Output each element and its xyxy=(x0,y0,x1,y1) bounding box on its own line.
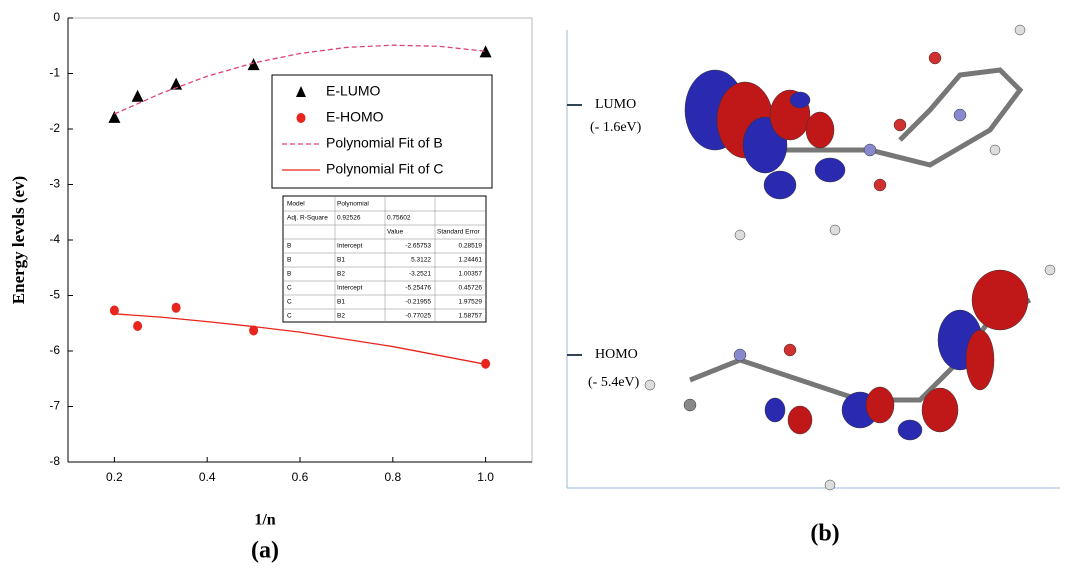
homo-orbital xyxy=(645,265,1055,490)
table-cell: 1.24461 xyxy=(459,257,483,264)
data-point xyxy=(132,90,144,102)
legend-label: Polynomial Fit of C xyxy=(326,161,443,177)
panel-label: (a) xyxy=(251,538,279,564)
legend-label: E-LUMO xyxy=(326,83,381,99)
y-tick-label: -5 xyxy=(49,288,60,302)
table-cell: C xyxy=(287,299,292,306)
legend-swatch xyxy=(297,113,306,123)
y-tick-label: -8 xyxy=(49,454,60,468)
table-cell: B xyxy=(287,257,291,264)
data-point xyxy=(133,321,142,331)
lumo-orbital xyxy=(685,25,1025,240)
y-tick-label: -2 xyxy=(49,121,60,135)
table-cell: 1.00357 xyxy=(459,271,483,278)
table-cell: B xyxy=(287,271,291,278)
lumo-energy: (- 1.6eV) xyxy=(590,120,642,135)
y-tick-label: 0 xyxy=(53,10,60,24)
y-tick-label: -1 xyxy=(49,66,60,80)
table-cell: B2 xyxy=(337,271,345,278)
table-cell: Intercept xyxy=(337,285,362,292)
x-tick-label: 1.0 xyxy=(477,470,494,484)
y-tick-label: -4 xyxy=(49,232,60,246)
table-cell: 0.45726 xyxy=(459,285,483,292)
y-tick-label: -6 xyxy=(49,343,60,357)
table-cell: -2.65753 xyxy=(405,243,431,250)
y-axis-label: Energy levels (ev) xyxy=(9,176,28,304)
x-tick-label: 0.2 xyxy=(106,470,123,484)
table-cell: B1 xyxy=(337,257,345,264)
legend-label: Polynomial Fit of B xyxy=(326,135,443,151)
x-axis-label: 1/n xyxy=(254,512,275,529)
table-cell: Standard Error xyxy=(437,229,480,236)
homo-energy: (- 5.4eV) xyxy=(588,375,640,390)
table-cell: -5.25476 xyxy=(405,285,431,292)
table-cell: 5.3122 xyxy=(411,257,431,264)
table-cell: B1 xyxy=(337,299,345,306)
table-cell: Value xyxy=(387,229,404,236)
homo-label: HOMO xyxy=(595,347,638,362)
lumo-label: LUMO xyxy=(595,97,636,112)
legend-label: E-HOMO xyxy=(326,109,384,125)
x-tick-label: 0.6 xyxy=(292,470,309,484)
table-cell: 0.28519 xyxy=(459,243,483,250)
table-cell: C xyxy=(287,313,292,320)
table-cell: 0.92526 xyxy=(337,215,361,222)
table-cell: Model xyxy=(287,201,305,208)
table-cell: Polynomial xyxy=(337,201,369,208)
figure: Energy levels (ev) 1/n (a) LUMO (- 1.6eV… xyxy=(0,0,1079,568)
table-cell: B2 xyxy=(337,313,345,320)
table-cell: -0.77025 xyxy=(405,313,431,320)
table-cell: 0.75602 xyxy=(387,215,411,222)
y-tick-label: -3 xyxy=(49,177,60,191)
table-cell: 1.58757 xyxy=(459,313,483,320)
table-cell: Adj. R-Square xyxy=(287,215,328,222)
table-cell: -3.2521 xyxy=(409,271,431,278)
table-cell: -0.21955 xyxy=(405,299,431,306)
table-cell: C xyxy=(287,285,292,292)
x-tick-label: 0.8 xyxy=(384,470,401,484)
table-cell: Intercept xyxy=(337,243,362,250)
x-tick-label: 0.4 xyxy=(199,470,216,484)
panel-label: (b) xyxy=(810,521,839,547)
table-cell: B xyxy=(287,243,291,250)
data-point xyxy=(172,303,181,313)
table-cell: 1.97529 xyxy=(459,299,483,306)
y-tick-label: -7 xyxy=(49,399,60,413)
